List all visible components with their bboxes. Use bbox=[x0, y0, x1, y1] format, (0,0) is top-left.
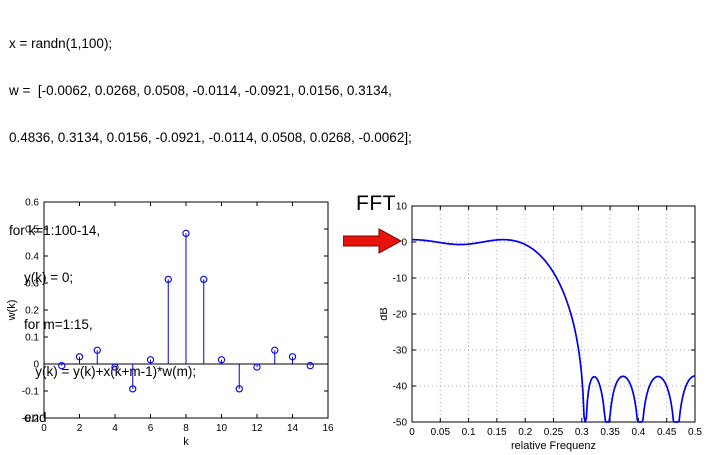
svg-text:0.25: 0.25 bbox=[544, 427, 564, 438]
svg-text:0.1: 0.1 bbox=[462, 427, 476, 438]
svg-text:4: 4 bbox=[112, 423, 118, 434]
svg-text:k: k bbox=[183, 436, 189, 448]
svg-text:0.5: 0.5 bbox=[25, 225, 39, 236]
svg-text:-30: -30 bbox=[393, 346, 408, 357]
code-line: end bbox=[9, 410, 47, 426]
svg-text:0: 0 bbox=[401, 238, 407, 249]
frequency-response-canvas: 0 0.05 0.1 0.15 0.2 0.25 0.3 0.35 0.4 0.45 0.5 -50 -… bbox=[378, 202, 702, 453]
svg-text:-0.2: -0.2 bbox=[22, 414, 40, 425]
svg-text:0: 0 bbox=[41, 423, 47, 434]
svg-text:0.2: 0.2 bbox=[25, 306, 39, 317]
code-line bbox=[9, 177, 412, 193]
svg-text:0.2: 0.2 bbox=[518, 427, 532, 438]
svg-text:w(k): w(k) bbox=[6, 300, 18, 322]
svg-text:6: 6 bbox=[148, 423, 154, 434]
svg-text:0.4: 0.4 bbox=[631, 427, 645, 438]
svg-text:-50: -50 bbox=[393, 418, 408, 429]
svg-text:-20: -20 bbox=[393, 310, 408, 321]
svg-text:0.1: 0.1 bbox=[25, 333, 39, 344]
stem-plot-filter-coefficients: 0 2 4 6 8 10 12 14 16 -0.2 -0.1 0 0.1 0.2 0.3 0.4 0.5 0.6… bbox=[6, 194, 338, 454]
code-line: y(k) = y(k)+x(k+m-1)*w(m); bbox=[9, 363, 197, 379]
svg-text:0.45: 0.45 bbox=[657, 427, 677, 438]
svg-text:10: 10 bbox=[216, 423, 228, 434]
stem-plot-canvas: 0 2 4 6 8 10 12 14 16 -0.2 -0.1 0 0.1 0.2 0.3 0.4 0.5 0.6… bbox=[6, 198, 334, 449]
svg-text:8: 8 bbox=[183, 423, 189, 434]
code-line: for k=1:100-14, bbox=[9, 223, 101, 239]
svg-text:0.35: 0.35 bbox=[600, 427, 620, 438]
svg-text:14: 14 bbox=[287, 423, 299, 434]
code-line: for m=1:15, bbox=[9, 316, 93, 332]
fft-label: FFT bbox=[356, 192, 396, 215]
svg-text:0.5: 0.5 bbox=[688, 427, 702, 438]
svg-text:0.4: 0.4 bbox=[25, 252, 39, 263]
code-line: 0.4836, 0.3134, 0.0156, -0.0921, -0.0114… bbox=[9, 129, 412, 145]
svg-text:-40: -40 bbox=[393, 382, 408, 393]
matlab-code: x = randn(1,100); w = [-0.0062, 0.0268, … bbox=[9, 5, 412, 455]
svg-text:10: 10 bbox=[396, 202, 408, 213]
svg-text:0.6: 0.6 bbox=[25, 198, 39, 209]
svg-text:0.05: 0.05 bbox=[431, 427, 451, 438]
fft-arrow-icon bbox=[343, 228, 403, 254]
svg-text:0.3: 0.3 bbox=[25, 279, 39, 290]
frequency-response-plot: 0 0.05 0.1 0.15 0.2 0.25 0.3 0.35 0.4 0.45 0.5 -50 -… bbox=[378, 196, 718, 454]
code-line: w = [-0.0062, 0.0268, 0.0508, -0.0114, -… bbox=[9, 82, 392, 98]
code-line: y(k) = 0; bbox=[9, 270, 74, 286]
svg-text:12: 12 bbox=[251, 423, 263, 434]
svg-text:16: 16 bbox=[322, 423, 334, 434]
svg-text:2: 2 bbox=[77, 423, 83, 434]
svg-text:0: 0 bbox=[409, 427, 415, 438]
svg-text:0: 0 bbox=[33, 360, 39, 371]
svg-text:0.3: 0.3 bbox=[575, 427, 589, 438]
code-line: x = randn(1,100); bbox=[9, 36, 113, 52]
svg-text:-10: -10 bbox=[393, 274, 408, 285]
svg-text:dB: dB bbox=[380, 307, 390, 320]
svg-text:0.15: 0.15 bbox=[487, 427, 507, 438]
svg-text:-0.1: -0.1 bbox=[22, 387, 40, 398]
svg-text:relative Frequenz: relative Frequenz bbox=[511, 440, 596, 452]
